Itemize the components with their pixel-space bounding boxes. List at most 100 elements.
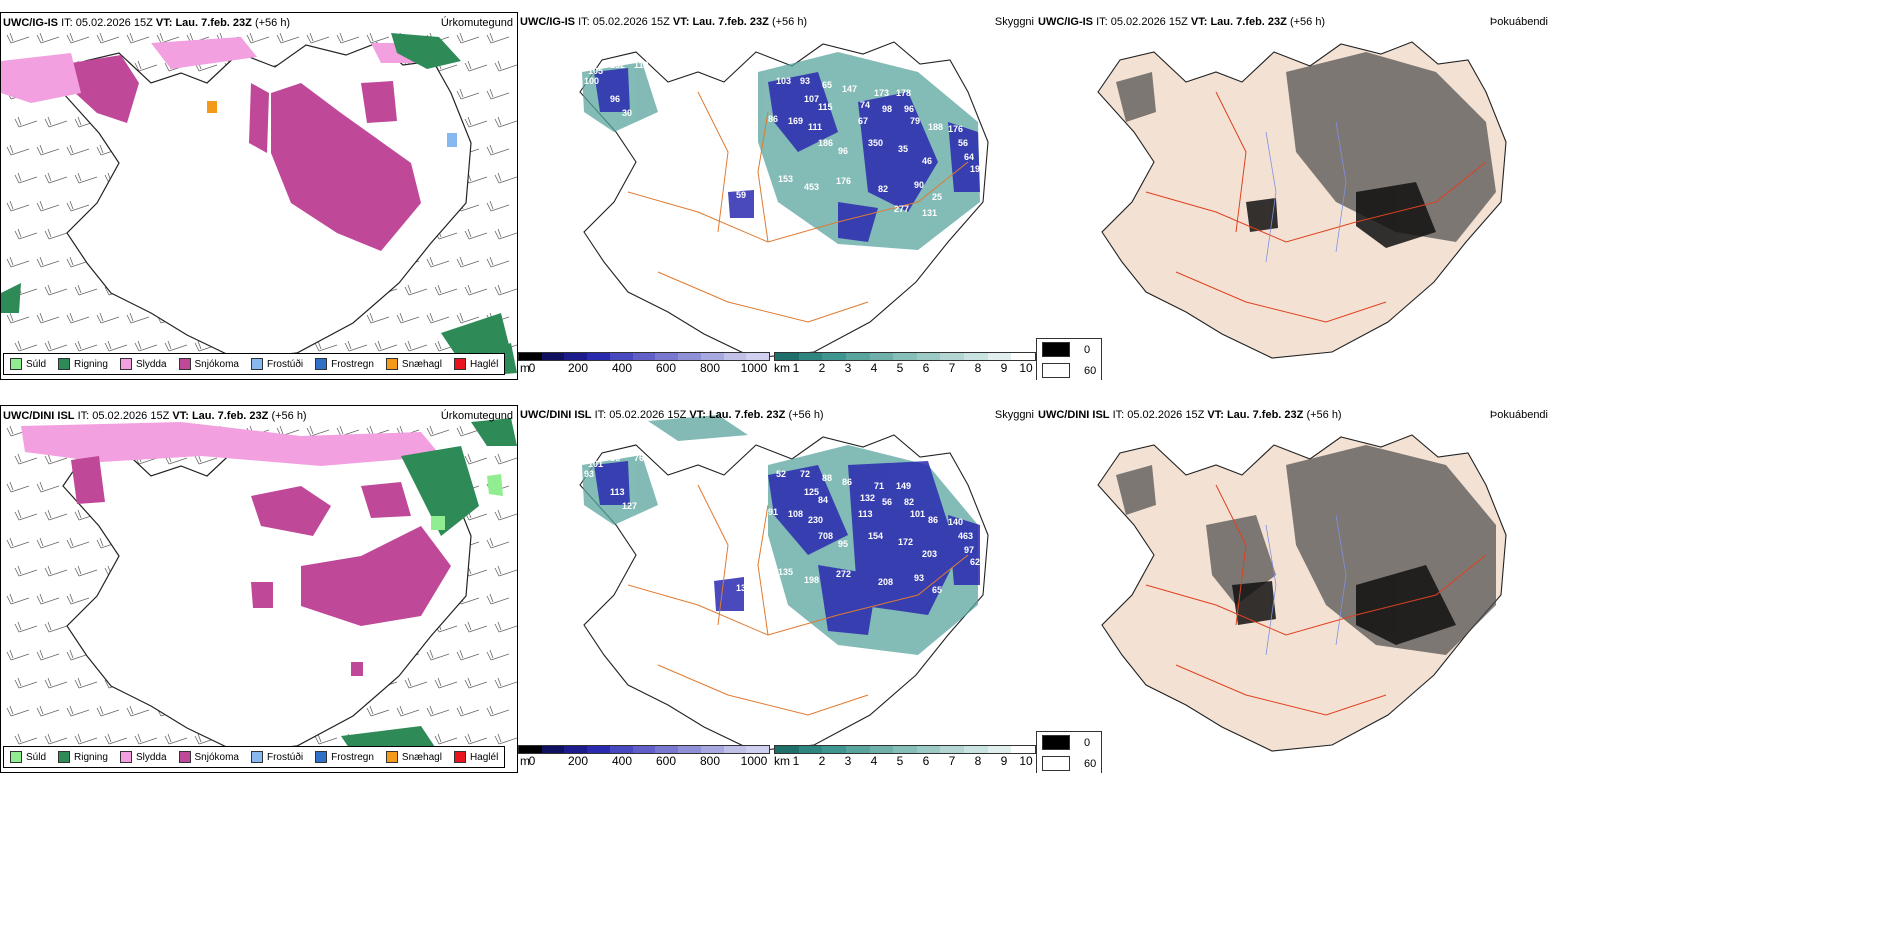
wind-barb	[494, 509, 517, 521]
wind-barb	[14, 509, 38, 521]
wind-barb	[14, 621, 38, 633]
peak-label: 154	[868, 531, 883, 541]
rivers	[1265, 514, 1347, 656]
snowfall-areas	[71, 456, 451, 676]
peak-label: 113	[858, 509, 873, 519]
tick: 5	[896, 361, 904, 375]
tick: 5	[896, 754, 904, 768]
wind-barb	[156, 32, 180, 44]
wind-barb	[6, 481, 30, 493]
wind-barb	[434, 284, 458, 296]
legend-swatch	[58, 751, 71, 763]
wind-barb	[494, 228, 517, 240]
wind-barb	[74, 340, 98, 352]
wind-barb	[44, 677, 68, 689]
tick: 7	[948, 361, 956, 375]
wind-barb	[6, 200, 30, 212]
wind-barb	[164, 733, 188, 745]
wind-barb	[464, 453, 488, 465]
scale-segment	[723, 746, 747, 753]
peak-label: 350	[868, 138, 883, 148]
precip-type-panel-row1: UWC/IG-IS IT: 05.02.2026 15Z VT: Lau. 7.…	[0, 12, 518, 380]
wind-barb	[44, 116, 68, 128]
wind-barb	[96, 312, 120, 324]
tick: 2	[818, 754, 826, 768]
wind-barb	[314, 340, 338, 352]
height-scale-unit: m	[520, 361, 530, 375]
tick: 600	[655, 361, 677, 375]
precip-type-legend: Súld Rigning Slydda Snjókoma Frostúði Fr…	[3, 353, 506, 375]
fog-panel-title: Þokuábendi	[1489, 409, 1548, 421]
peak-label: 153	[778, 174, 793, 184]
wind-barb	[44, 228, 68, 240]
scale-segment	[632, 746, 656, 753]
peak-label: 56	[958, 138, 968, 148]
cloud-base-areas	[594, 461, 980, 635]
scale-segment	[609, 353, 633, 360]
peak-label: 65	[932, 585, 942, 595]
scale-segment	[869, 746, 894, 753]
wind-barb	[494, 284, 517, 296]
wind-barb	[44, 340, 68, 352]
wind-barb	[6, 649, 30, 661]
wind-barb	[456, 88, 480, 100]
tick: 200	[567, 754, 589, 768]
fog-swatch-black	[1042, 342, 1070, 357]
tick: 7	[948, 754, 956, 768]
wind-barb	[486, 537, 510, 549]
fog-swatch-white	[1042, 363, 1070, 378]
wind-barb	[486, 256, 510, 268]
tick: 800	[699, 754, 721, 768]
sleet-areas	[21, 422, 441, 466]
tick: 8	[974, 361, 982, 375]
precip-header: UWC/DINI ISL IT: 05.02.2026 15Z VT: Lau.…	[3, 410, 307, 422]
peak-label: 147	[842, 84, 857, 94]
wind-barb	[336, 32, 360, 44]
peak-label: 135	[778, 567, 793, 577]
scale-segment	[916, 746, 941, 753]
peak-label: 173	[874, 88, 889, 98]
wind-barb	[426, 425, 450, 437]
peak-label: 110	[634, 60, 649, 70]
precip-type-map	[1, 32, 517, 375]
fog-indicator-panel-row1: UWC/IG-IS IT: 05.02.2026 15Z VT: Lau. 7.…	[1036, 12, 1552, 380]
scale-segment	[822, 746, 846, 753]
legend-swatch	[119, 358, 132, 370]
precip-type-legend: Súld Rigning Slydda Snjókoma Frostúði Fr…	[3, 746, 506, 768]
sleet-areas	[1, 37, 451, 103]
wind-barb	[36, 649, 60, 661]
legend-swatch	[119, 751, 132, 763]
peak-label: 101	[588, 459, 603, 469]
peak-label: 86	[768, 114, 778, 124]
peak-label: 453	[804, 182, 819, 192]
peak-label: 82	[878, 184, 888, 194]
roads	[1145, 484, 1487, 716]
peak-label: 140	[948, 517, 963, 527]
scale-segment	[700, 746, 724, 753]
wind-barb	[74, 284, 98, 296]
peak-label: 100	[584, 76, 599, 86]
cloud-header: UWC/DINI ISL IT: 05.02.2026 15Z VT: Lau.…	[520, 409, 824, 421]
peak-label: 82	[904, 497, 914, 507]
fog-swatch-black	[1042, 735, 1070, 750]
scale-segment	[723, 353, 747, 360]
legend-item-snow: Snjókoma	[178, 358, 239, 370]
peak-label: 93	[800, 76, 810, 86]
precip-type-map	[6, 418, 517, 766]
wind-barb	[6, 256, 30, 268]
peak-label: 203	[922, 549, 937, 559]
peak-label: 88	[822, 473, 832, 483]
rivers	[1265, 121, 1347, 263]
tick: 8	[974, 754, 982, 768]
wind-barb	[36, 144, 60, 156]
scale-segment	[678, 353, 701, 360]
peak-label: 98	[882, 104, 892, 114]
scale-segment	[655, 353, 679, 360]
legend-item-rain: Rigning	[58, 751, 108, 763]
legend-item-sleet: Slydda	[119, 751, 167, 763]
fog-header: UWC/IG-IS IT: 05.02.2026 15Z VT: Lau. 7.…	[1038, 16, 1326, 28]
tick: 6	[922, 754, 930, 768]
